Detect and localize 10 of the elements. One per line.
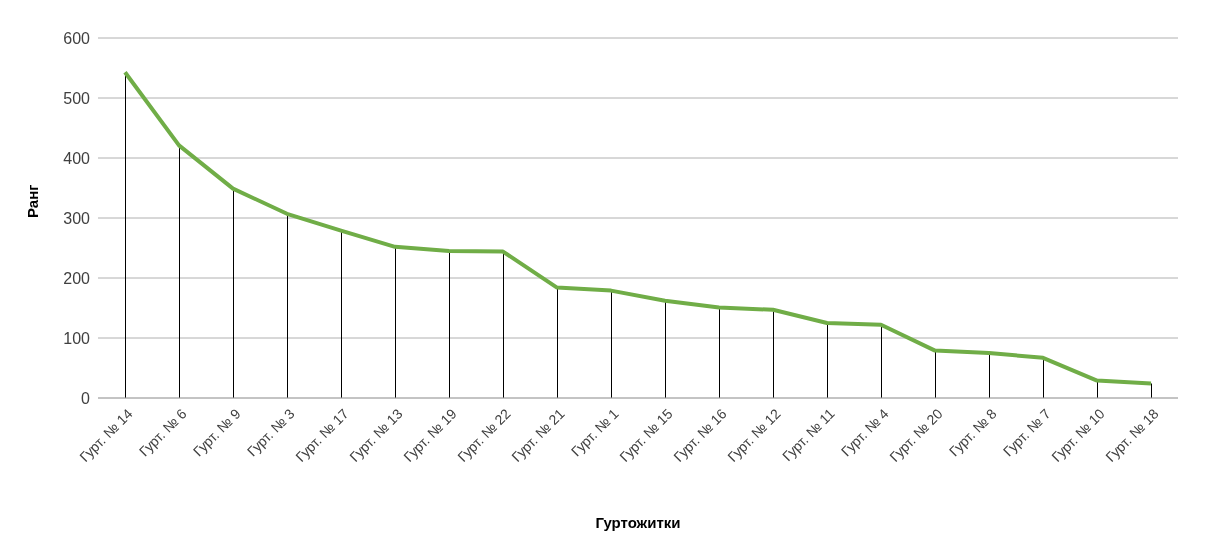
y-tick-label: 200 [63,269,91,287]
line-series [123,70,1153,386]
y-tick-label: 400 [63,149,91,167]
y-tick-label: 500 [63,89,91,107]
y-tick-label: 600 [63,29,91,47]
x-axis-title: Гуртожитки [595,514,681,531]
y-tick-label: 300 [63,209,91,227]
y-tick-label: 0 [81,389,91,407]
y-tick-label: 100 [63,329,91,347]
y-axis-title: Ранг [24,184,42,218]
